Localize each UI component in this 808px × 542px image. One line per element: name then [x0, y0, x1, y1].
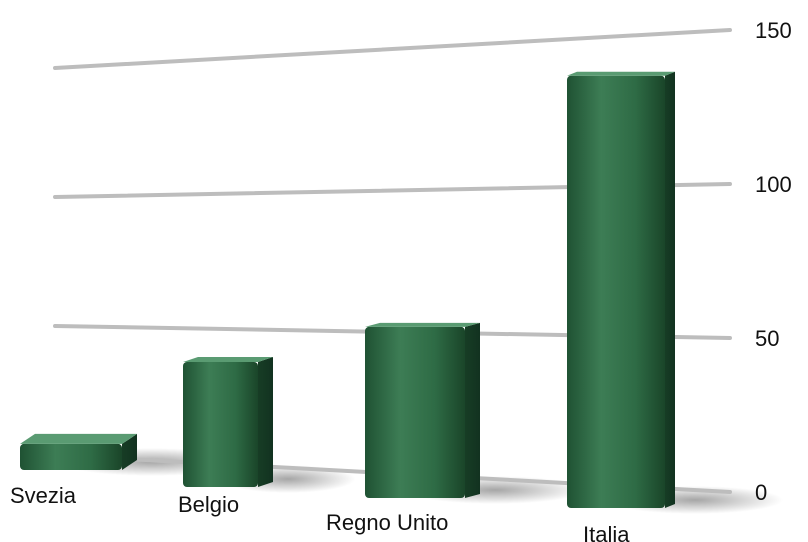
y-tick-label: 150: [755, 18, 792, 43]
bar-side: [122, 433, 137, 470]
y-tick-label: 50: [755, 326, 779, 351]
bar-top: [183, 357, 273, 362]
y-tick-label: 0: [755, 480, 767, 505]
bar-side: [258, 357, 273, 487]
y-axis-ticks: 0 50 100 150: [755, 18, 792, 505]
x-tick-label: Belgio: [178, 492, 239, 517]
bar-top: [20, 433, 137, 444]
bar-top: [567, 71, 675, 76]
bar-top: [365, 322, 480, 327]
x-tick-label: Svezia: [10, 483, 77, 508]
bar: [183, 362, 258, 487]
y-tick-label: 100: [755, 172, 792, 197]
bar-belgio: [183, 357, 273, 487]
x-tick-label: Italia: [583, 522, 630, 542]
bar-side: [465, 322, 480, 498]
bars: [20, 71, 675, 508]
gridline-150: [53, 28, 732, 70]
bar-side: [665, 71, 675, 508]
bar: [20, 443, 122, 470]
bar: [567, 75, 665, 508]
bar: [365, 326, 465, 498]
x-axis-labels: Svezia Belgio Regno Unito Italia: [10, 483, 630, 542]
bar-svezia: [20, 433, 137, 470]
x-tick-label: Regno Unito: [326, 510, 448, 535]
bar-regno-unito: [365, 322, 480, 498]
bar-italia: [567, 71, 675, 508]
